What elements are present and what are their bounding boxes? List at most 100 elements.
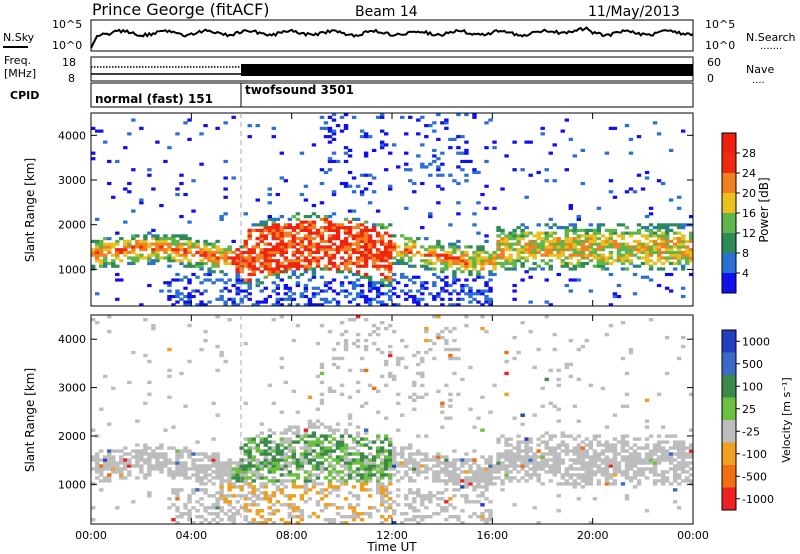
scatter-cell [688, 446, 694, 450]
scatter-cell [371, 473, 377, 477]
scatter-cell [283, 521, 289, 525]
scatter-cell [307, 419, 313, 423]
scatter-cell [620, 443, 626, 447]
scatter-cell [472, 512, 477, 516]
scatter-cell [267, 458, 272, 462]
scatter-cell [343, 113, 349, 117]
scatter-cell [448, 356, 453, 361]
scatter-cell [339, 115, 345, 119]
scatter-cell [656, 250, 662, 255]
scatter-cell [327, 253, 333, 257]
scatter-cell [291, 479, 297, 483]
scatter-cell [400, 275, 405, 279]
scatter-cell [363, 242, 369, 246]
scatter-cell [420, 181, 425, 186]
scatter-cell [215, 512, 220, 516]
scatter-cell [259, 264, 264, 268]
scatter-cell [299, 223, 305, 227]
scatter-cell [379, 140, 385, 144]
scatter-cell [612, 446, 618, 450]
scatter-cell [680, 242, 686, 246]
scatter-cell [468, 286, 473, 290]
scatter-cell [448, 250, 453, 255]
scatter-cell [147, 231, 152, 235]
scatter-cell [135, 455, 140, 459]
scatter-cell [379, 226, 385, 230]
scatter-cell [379, 256, 385, 260]
scatter-cell [688, 461, 694, 465]
scatter-cell [456, 278, 461, 282]
scatter-cell [488, 256, 493, 260]
scatter-cell [327, 239, 333, 243]
scatter-cell [359, 245, 365, 249]
scatter-cell [275, 292, 281, 296]
scatter-cell [207, 267, 212, 271]
scatter-cell [620, 473, 626, 477]
scatter-cell [476, 256, 481, 260]
scatter-cell [139, 242, 144, 246]
scatter-cell [355, 184, 361, 188]
scatter-cell [632, 485, 638, 489]
scatter-cell [596, 467, 602, 471]
scatter-cell [351, 209, 357, 213]
scatter-cell [291, 461, 297, 465]
scatter-cell [396, 294, 401, 299]
scatter-cell [592, 239, 598, 243]
scatter-cell [660, 476, 666, 480]
scatter-cell [247, 437, 252, 441]
scatter-cell [347, 317, 353, 322]
scatter-cell [371, 228, 377, 232]
scatter-cell [183, 476, 188, 480]
scatter-cell [524, 449, 529, 453]
scatter-cell [123, 250, 128, 255]
scatter-cell [323, 267, 329, 271]
scatter-cell [392, 377, 397, 382]
scatter-cell [279, 455, 285, 459]
scatter-cell [231, 506, 236, 510]
scatter-cell [440, 404, 445, 408]
scatter-cell [636, 256, 642, 260]
scatter-cell [416, 362, 421, 367]
scatter-cell [392, 245, 397, 249]
scatter-cell [387, 250, 393, 255]
scatter-cell [243, 473, 248, 477]
scatter-cell [175, 467, 180, 471]
scatter-cell [616, 256, 622, 260]
scatter-cell [199, 470, 204, 474]
scatter-cell [299, 458, 305, 462]
scatter-cell [416, 452, 421, 456]
scatter-cell [612, 413, 618, 417]
scatter-cell [608, 303, 614, 307]
scatter-cell [375, 234, 381, 238]
scatter-cell [500, 228, 505, 232]
scatter-cell [628, 245, 634, 249]
scatter-cell [524, 443, 529, 447]
scatter-cell [359, 256, 365, 260]
scatter-cell [424, 248, 429, 252]
scatter-cell [311, 226, 317, 230]
scatter-cell [255, 494, 260, 498]
scatter-cell [648, 253, 654, 257]
scatter-cell [400, 261, 405, 266]
scatter-cell [363, 248, 369, 252]
scatter-cell [167, 473, 172, 477]
scatter-cell [259, 449, 264, 453]
scatter-cell [588, 223, 594, 227]
scatter-cell [512, 335, 517, 340]
scatter-cell [404, 464, 409, 468]
scatter-cell [143, 245, 148, 249]
scatter-cell [548, 452, 553, 456]
velocity-colorbar-label: Velocity [m s⁻¹] [780, 377, 793, 462]
scatter-cell [620, 404, 626, 408]
scatter-cell [420, 264, 425, 268]
scatter-cell [668, 455, 674, 459]
scatter-cell [267, 464, 272, 468]
colorbar-swatch [722, 397, 736, 421]
scatter-cell [576, 217, 582, 221]
scatter-cell [379, 476, 385, 480]
scatter-cell [211, 512, 216, 516]
scatter-cell [644, 446, 650, 450]
scatter-cell [572, 237, 578, 241]
scatter-cell [231, 300, 236, 304]
scatter-cell [327, 503, 333, 507]
